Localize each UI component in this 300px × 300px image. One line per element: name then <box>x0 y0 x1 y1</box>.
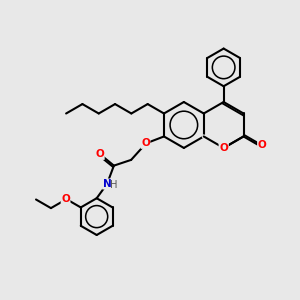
Text: N: N <box>103 179 111 189</box>
Text: O: O <box>61 194 70 204</box>
Text: O: O <box>141 138 150 148</box>
Text: O: O <box>219 143 228 153</box>
Text: O: O <box>219 143 228 153</box>
Text: H: H <box>110 181 118 190</box>
Text: O: O <box>95 149 104 159</box>
Text: O: O <box>258 140 266 150</box>
